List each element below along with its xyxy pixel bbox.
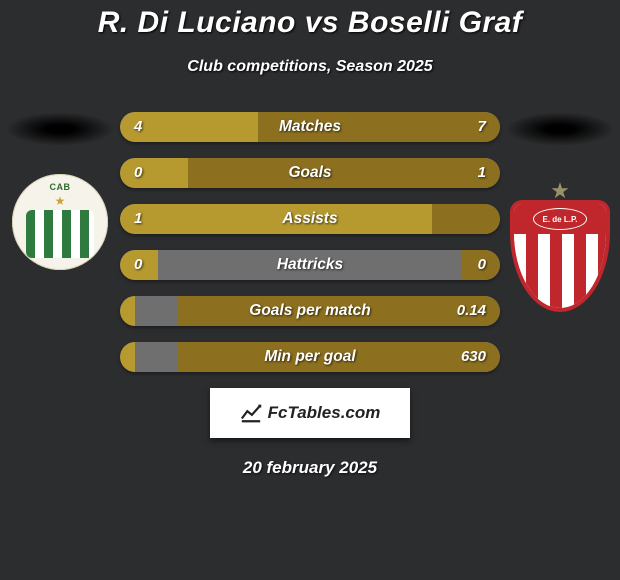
right-player-column: ★ E. de L.P.	[500, 112, 620, 308]
stat-bar-left	[120, 158, 188, 188]
page-title: R. Di Luciano vs Boselli Graf	[0, 0, 620, 40]
crest-stripes	[514, 234, 606, 308]
stat-bar-left	[120, 112, 258, 142]
stat-row: Goals01	[120, 158, 500, 188]
footer-date: 20 february 2025	[0, 458, 620, 478]
stat-row: Goals per match0.14	[120, 296, 500, 326]
left-player-column: CAB ★	[0, 112, 120, 270]
star-icon: ★	[12, 194, 108, 208]
stat-bar-right	[188, 158, 500, 188]
brand-text: FcTables.com	[268, 403, 381, 423]
crest-stripes	[26, 210, 94, 258]
stat-row: Hattricks00	[120, 250, 500, 280]
stat-bar-right	[432, 204, 500, 234]
crest-top-text: CAB	[12, 182, 108, 192]
stat-bar-left	[120, 250, 158, 280]
stat-bar-right	[462, 250, 500, 280]
crest-band-text: E. de L.P.	[533, 208, 587, 230]
stat-row: Min per goal630	[120, 342, 500, 372]
stat-row: Matches47	[120, 112, 500, 142]
stat-bar-left	[120, 204, 432, 234]
stat-bar-right	[177, 296, 500, 326]
page-subtitle: Club competitions, Season 2025	[0, 58, 620, 76]
right-team-crest-icon: ★ E. de L.P.	[510, 180, 610, 308]
stat-bar-right	[177, 342, 500, 372]
stat-row: Assists1	[120, 204, 500, 234]
stat-bars: Matches47 Goals01 Assists1 Hattricks00 Goals…	[120, 112, 500, 372]
chart-icon	[240, 402, 262, 424]
stat-bar-right	[258, 112, 500, 142]
brand-badge: FcTables.com	[210, 388, 410, 438]
player-silhouette-icon	[5, 112, 115, 146]
comparison-panel: CAB ★ ★ E. de L.P. Matches47 Goals01 Assis…	[0, 112, 620, 372]
player-silhouette-icon	[505, 112, 615, 146]
left-team-crest-icon: CAB ★	[12, 174, 108, 270]
